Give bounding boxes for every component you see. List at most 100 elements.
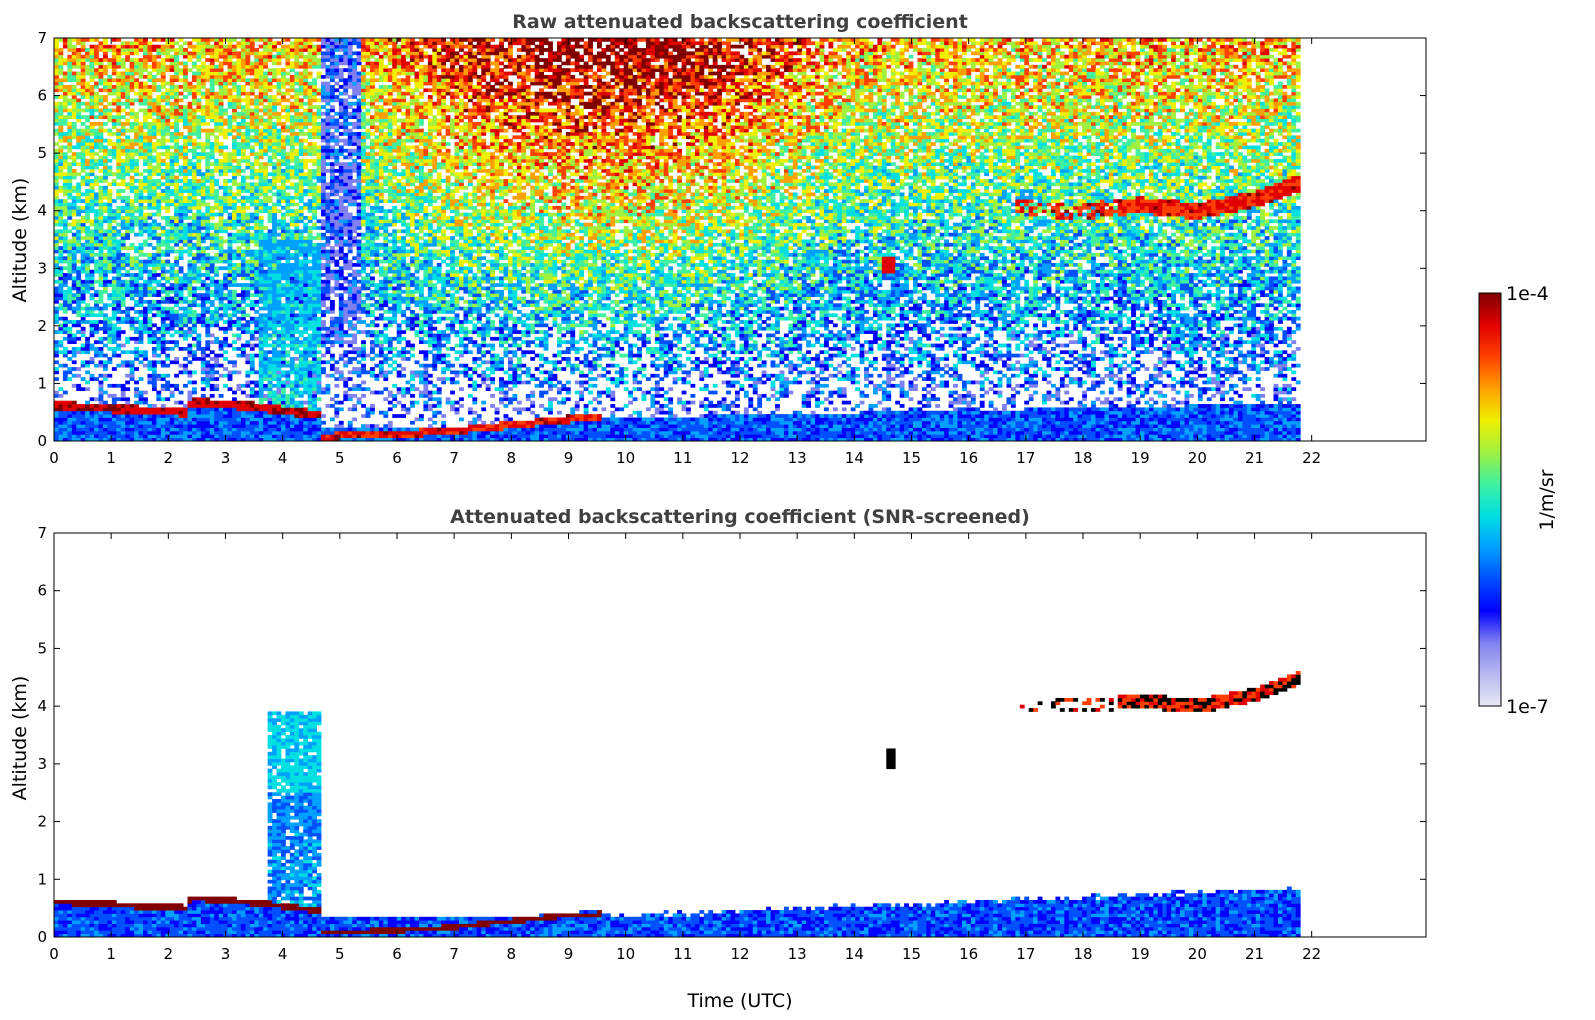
heatmap-cell (81, 129, 86, 133)
heatmap-cell (94, 159, 99, 163)
heatmap-cell (76, 172, 81, 176)
heatmap-cell (67, 297, 72, 301)
heatmap-cell (165, 330, 170, 334)
heatmap-cell (107, 139, 112, 143)
heatmap-cell (143, 317, 148, 321)
heatmap-cell (161, 152, 166, 156)
heatmap-cell (134, 424, 139, 428)
heatmap-cell (58, 62, 63, 66)
heatmap-cell (161, 377, 166, 381)
heatmap-cell (54, 213, 59, 217)
heatmap-cell (116, 135, 121, 139)
heatmap-cell (81, 246, 86, 250)
heatmap-cell (54, 219, 59, 223)
heatmap-cell (72, 347, 77, 351)
heatmap-cell (152, 370, 157, 374)
heatmap-cell (85, 243, 90, 247)
heatmap-cell (107, 213, 112, 217)
heatmap-cell (94, 280, 99, 284)
heatmap-cell (147, 407, 152, 411)
heatmap-cell (67, 48, 72, 52)
heatmap-cell (72, 95, 77, 99)
heatmap-cell (90, 411, 95, 415)
heatmap-cell (63, 172, 68, 176)
heatmap-cell (63, 162, 68, 166)
heatmap-cell (67, 206, 72, 210)
heatmap-cell (161, 431, 166, 435)
heatmap-cell (67, 411, 72, 415)
heatmap-cell (54, 65, 59, 69)
heatmap-cell (139, 199, 144, 203)
heatmap-cell (147, 276, 152, 280)
heatmap-cell (94, 68, 99, 72)
heatmap-cell (90, 323, 95, 327)
heatmap-cell (72, 424, 77, 428)
heatmap-cell (99, 209, 104, 213)
heatmap-cell (103, 216, 108, 220)
heatmap-cell (165, 162, 170, 166)
heatmap-cell (90, 51, 95, 55)
heatmap-cell (76, 162, 81, 166)
heatmap-cell (72, 320, 77, 324)
heatmap-cell (152, 199, 157, 203)
heatmap-cell (107, 88, 112, 92)
heatmap-cell (121, 142, 126, 146)
heatmap-cell (174, 240, 179, 244)
heatmap-cell (90, 236, 95, 240)
heatmap-cell (107, 216, 112, 220)
heatmap-cell (72, 88, 77, 92)
heatmap-cell (103, 72, 108, 76)
heatmap-cell (174, 431, 179, 435)
heatmap-cell (152, 270, 157, 274)
heatmap-cell (143, 189, 148, 193)
heatmap-cell (165, 152, 170, 156)
heatmap-cell (152, 182, 157, 186)
heatmap-cell (134, 122, 139, 126)
heatmap-cell (76, 290, 81, 294)
heatmap-cell (99, 411, 104, 415)
heatmap-cell (103, 320, 108, 324)
heatmap-cell (76, 145, 81, 149)
heatmap-cell (125, 129, 130, 133)
heatmap-cell (147, 367, 152, 371)
heatmap-cell (147, 253, 152, 257)
heatmap-cell (58, 431, 63, 435)
heatmap-cell (116, 283, 121, 287)
heatmap-cell (161, 240, 166, 244)
heatmap-cell (165, 223, 170, 227)
heatmap-cell (165, 417, 170, 421)
heatmap-cell (143, 428, 148, 432)
heatmap-cell (58, 48, 63, 52)
heatmap-cell (90, 156, 95, 160)
heatmap-cell (103, 374, 108, 378)
heatmap-cell (143, 414, 148, 418)
heatmap-cell (152, 38, 157, 42)
heatmap-cell (130, 317, 135, 321)
heatmap-cell (121, 109, 126, 113)
heatmap-cell (156, 250, 161, 254)
heatmap-cell (121, 407, 126, 411)
heatmap-cell (63, 414, 68, 418)
heatmap-cell (143, 62, 148, 66)
heatmap-cell (72, 411, 77, 415)
heatmap-cell (72, 414, 77, 418)
heatmap-cell (170, 431, 175, 435)
heatmap-cell (121, 391, 126, 395)
heatmap-cell (156, 290, 161, 294)
heatmap-cell (54, 62, 59, 66)
heatmap-cell (170, 283, 175, 287)
heatmap-cell (63, 179, 68, 183)
heatmap-cell (58, 109, 63, 113)
heatmap-cell (161, 82, 166, 86)
heatmap-cell (125, 149, 130, 153)
heatmap-cell (112, 88, 117, 92)
heatmap-cell (58, 166, 63, 170)
heatmap-cell (121, 226, 126, 230)
heatmap-cell (143, 85, 148, 89)
heatmap-cell (130, 273, 135, 277)
heatmap-cell (81, 223, 86, 227)
heatmap-cell (130, 75, 135, 79)
heatmap-cell (152, 411, 157, 415)
heatmap-cell (147, 88, 152, 92)
heatmap-cell (121, 404, 126, 408)
